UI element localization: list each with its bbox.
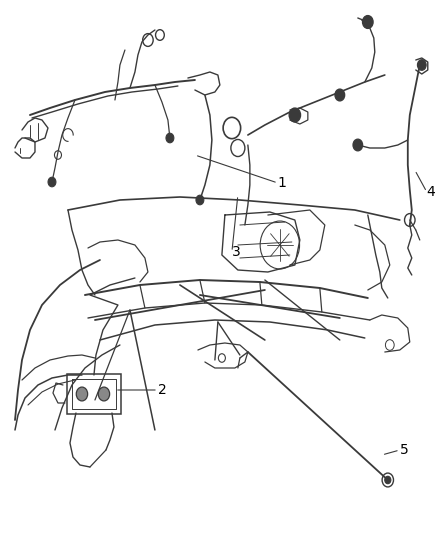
Text: 3: 3 <box>232 245 240 259</box>
Circle shape <box>353 139 363 151</box>
Circle shape <box>98 387 110 401</box>
Text: 4: 4 <box>427 185 435 199</box>
FancyBboxPatch shape <box>67 374 121 414</box>
Circle shape <box>196 195 204 205</box>
Circle shape <box>166 133 174 143</box>
Circle shape <box>363 15 373 28</box>
Circle shape <box>76 387 88 401</box>
Circle shape <box>48 177 56 187</box>
Text: 1: 1 <box>278 176 287 190</box>
Circle shape <box>385 477 391 484</box>
Circle shape <box>335 89 345 101</box>
Text: 5: 5 <box>400 443 409 457</box>
Text: 2: 2 <box>158 383 167 397</box>
Circle shape <box>289 108 300 122</box>
Circle shape <box>417 60 426 70</box>
